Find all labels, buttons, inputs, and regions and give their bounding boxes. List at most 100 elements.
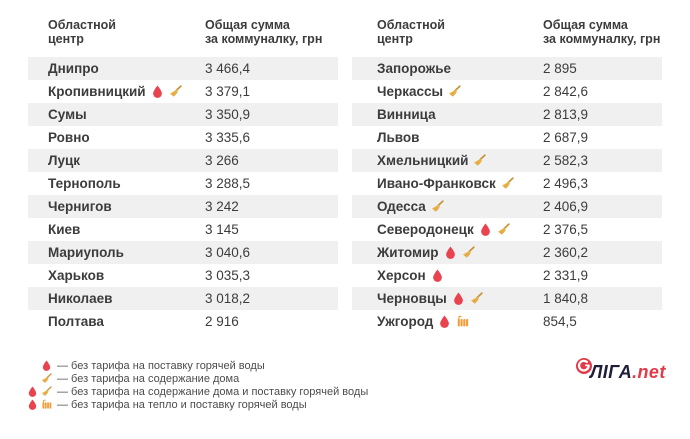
column-header-sum-line2: за коммуналку, грн — [205, 31, 323, 46]
sum-value: 3 335,6 — [205, 130, 251, 145]
droplet-icon — [27, 386, 38, 397]
city-name: Чернигов — [48, 199, 112, 214]
broom-icon — [41, 373, 52, 384]
liga-logo-mark-icon — [576, 358, 592, 374]
city-name: Хмельницкий — [377, 153, 469, 168]
city-cell: Херсон — [377, 264, 444, 287]
legend-item-text: — без тарифа на содержание дома и постав… — [57, 385, 369, 398]
legend-item: — без тарифа на поставку горячей воды — [27, 359, 368, 372]
table-left: Областной центр Общая сумма за коммуналк… — [28, 14, 338, 333]
city-name: Киев — [48, 222, 81, 237]
city-cell: Николаев — [48, 287, 112, 310]
table-header: Областной центр Общая сумма за коммуналк… — [28, 14, 338, 57]
city-cell: Полтава — [48, 310, 104, 333]
table-row: Тернополь 3 288,5 — [28, 172, 338, 195]
column-header-sum: Общая сумма за коммуналку, грн — [543, 18, 661, 46]
table-row: Ужгород 854,5 — [352, 310, 662, 333]
legend-item: — без тарифа на содержание дома и постав… — [27, 385, 368, 398]
legend-item: — без тарифа на содержание дома — [27, 372, 368, 385]
sum-value: 1 840,8 — [543, 291, 589, 306]
sum-value: 3 288,5 — [205, 176, 251, 191]
city-name: Черновцы — [377, 291, 447, 306]
sum-value: 3 350,9 — [205, 107, 251, 122]
column-header-city-line2: центр — [377, 31, 413, 46]
table-row: Ровно 3 335,6 — [28, 126, 338, 149]
city-name: Львов — [377, 130, 420, 145]
droplet-icon — [479, 223, 492, 236]
broom-icon — [41, 386, 52, 397]
sum-value: 2 813,9 — [543, 107, 589, 122]
sum-value: 2 582,3 — [543, 153, 589, 168]
legend-item-text: — без тарифа на содержание дома — [57, 372, 240, 385]
city-cell: Запорожье — [377, 57, 451, 80]
city-name: Херсон — [377, 268, 426, 283]
table-row: Николаев 3 018,2 — [28, 287, 338, 310]
table-row: Херсон 2 331,9 — [352, 264, 662, 287]
table-row: Киев 3 145 — [28, 218, 338, 241]
city-name: Днипро — [48, 61, 99, 76]
droplet-icon — [151, 85, 164, 98]
city-cell: Ровно — [48, 126, 90, 149]
sum-value: 3 145 — [205, 222, 239, 237]
legend: — без тарифа на поставку горячей воды — б… — [27, 359, 368, 411]
droplet-icon — [41, 360, 52, 371]
city-name: Полтава — [48, 314, 104, 329]
table-row: Северодонецк 2 376,5 — [352, 218, 662, 241]
droplet-icon — [431, 269, 444, 282]
legend-item-icons — [27, 360, 52, 371]
sum-value: 2 842,6 — [543, 84, 589, 99]
legend-item: — без тарифа на тепло и поставку горячей… — [27, 398, 368, 411]
column-header-city-line1: Областной — [48, 18, 116, 32]
table-row: Мариуполь 3 040,6 — [28, 241, 338, 264]
column-header-city: Областной центр — [377, 18, 445, 46]
sum-value: 3 466,4 — [205, 61, 251, 76]
city-cell: Тернополь — [48, 172, 121, 195]
sum-value: 3 266 — [205, 153, 239, 168]
column-header-sum-line1: Общая сумма — [543, 18, 628, 32]
city-cell: Чернигов — [48, 195, 112, 218]
city-cell: Львов — [377, 126, 419, 149]
sum-value: 3 242 — [205, 199, 239, 214]
city-name: Николаев — [48, 291, 113, 306]
sum-value: 2 895 — [543, 61, 577, 76]
table-row: Полтава 2 916 — [28, 310, 338, 333]
sum-value: 2 331,9 — [543, 268, 589, 283]
table-row: Львов 2 687,9 — [352, 126, 662, 149]
column-header-sum: Общая сумма за коммуналку, грн — [205, 18, 323, 46]
column-header-city-line1: Областной — [377, 18, 445, 32]
broom-icon — [169, 85, 182, 98]
legend-item-icons — [27, 373, 52, 384]
radiator-icon — [41, 399, 52, 410]
broom-icon — [473, 154, 487, 167]
droplet-icon — [27, 399, 38, 410]
broom-icon — [501, 177, 514, 190]
city-name: Винница — [377, 107, 436, 122]
table-row: Черкассы 2 842,6 — [352, 80, 662, 103]
broom-icon — [470, 292, 483, 305]
city-cell: Луцк — [48, 149, 80, 172]
city-name: Мариуполь — [48, 245, 124, 260]
column-header-city-line2: центр — [48, 31, 84, 46]
table-row: Сумы 3 350,9 — [28, 103, 338, 126]
table-row: Хмельницкий 2 582,3 — [352, 149, 662, 172]
sum-value: 2 687,9 — [543, 130, 589, 145]
sum-value: 2 496,3 — [543, 176, 589, 191]
sum-value: 3 018,2 — [205, 291, 251, 306]
city-name: Ровно — [48, 130, 90, 145]
city-name: Луцк — [48, 153, 81, 168]
sum-value: 3 040,6 — [205, 245, 251, 260]
city-cell: Одесса — [377, 195, 444, 218]
city-name: Ужгород — [377, 314, 434, 329]
table-header: Областной центр Общая сумма за коммуналк… — [352, 14, 662, 57]
column-header-sum-line2: за коммуналку, грн — [543, 31, 661, 46]
city-cell: Винница — [377, 103, 436, 126]
city-name: Тернополь — [48, 176, 121, 191]
table-rows: Днипро 3 466,4 Кропивницкий 3 379,1 Сумы 3 35… — [28, 57, 338, 333]
legend-item-text: — без тарифа на тепло и поставку горячей… — [57, 398, 307, 411]
city-cell: Ужгород — [377, 310, 469, 333]
logo-tld: .net — [632, 362, 666, 382]
table-row: Днипро 3 466,4 — [28, 57, 338, 80]
broom-icon — [448, 85, 461, 98]
city-name: Черкассы — [377, 84, 444, 99]
